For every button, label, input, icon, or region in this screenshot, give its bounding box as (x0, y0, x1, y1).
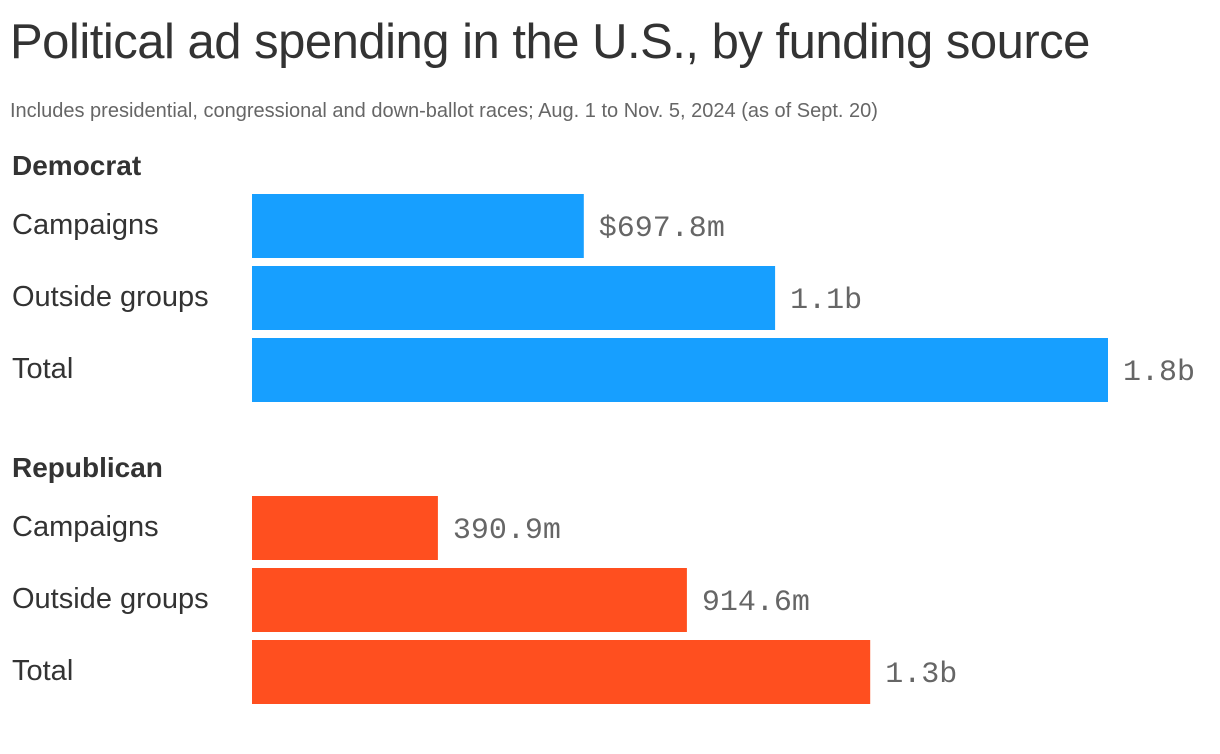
bar-democrat-campaigns (252, 194, 584, 258)
value-label-democrat-campaigns: $697.8m (599, 212, 725, 246)
value-label-republican-campaigns: 390.9m (453, 514, 561, 548)
bar-republican-outside-groups (252, 568, 687, 632)
category-label-democrat-outside-groups: Outside groups (12, 281, 209, 313)
category-label-republican-total: Total (12, 655, 73, 687)
group-label-democrat: Democrat (12, 150, 141, 181)
category-label-democrat-campaigns: Campaigns (12, 209, 159, 241)
bar-democrat-total (252, 338, 1108, 402)
bar-republican-campaigns (252, 496, 438, 560)
value-label-republican-outside-groups: 914.6m (702, 586, 810, 620)
category-label-republican-outside-groups: Outside groups (12, 583, 209, 615)
value-label-republican-total: 1.3b (885, 658, 957, 692)
category-label-democrat-total: Total (12, 353, 73, 385)
chart-title: Political ad spending in the U.S., by fu… (10, 15, 1090, 69)
category-label-republican-campaigns: Campaigns (12, 511, 159, 543)
bar-republican-total (252, 640, 871, 704)
bar-chart: Democrat Campaigns $697.8m Outside groups 1.… (12, 150, 1195, 704)
group-label-republican: Republican (12, 452, 163, 483)
bar-democrat-outside-groups (252, 266, 776, 330)
value-label-democrat-outside-groups: 1.1b (790, 284, 862, 318)
chart-subtitle: Includes presidential, congressional and… (10, 100, 878, 122)
value-label-democrat-total: 1.8b (1123, 356, 1195, 390)
